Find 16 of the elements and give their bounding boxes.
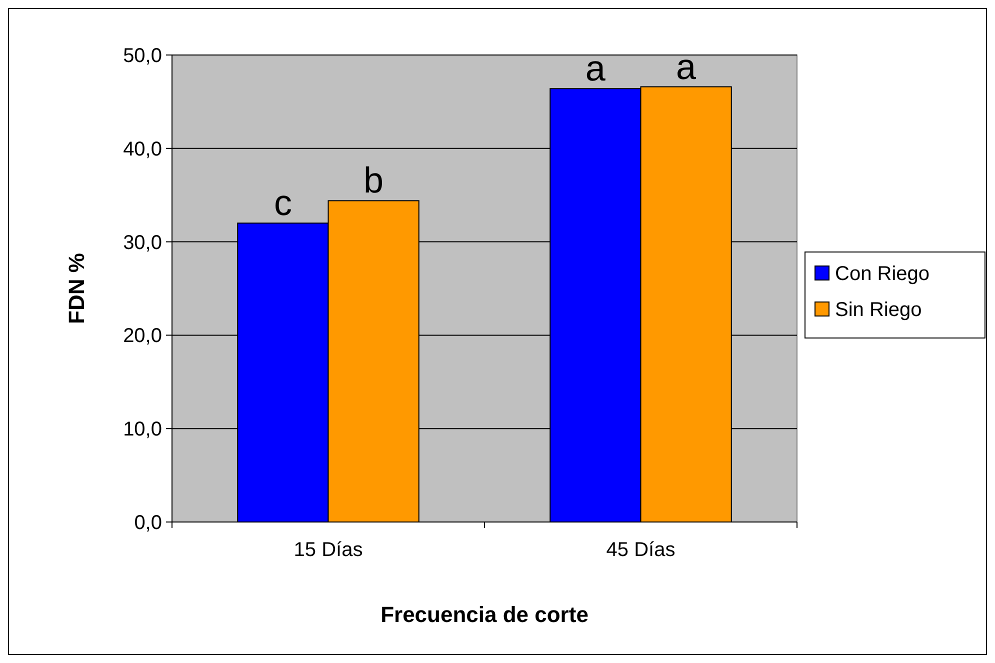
y-tick-label: 20,0: [123, 325, 162, 348]
x-axis-title: Frecuencia de corte: [380, 602, 588, 627]
y-tick-label: 10,0: [123, 418, 162, 441]
y-axis-title: FDN %: [64, 253, 89, 324]
annotation: a: [585, 48, 606, 89]
x-tick-label: 45 Días: [606, 539, 676, 561]
annotation: a: [676, 46, 698, 87]
annotation: b: [364, 160, 384, 201]
y-tick-label: 0,0: [134, 512, 162, 534]
annotation: c: [274, 182, 292, 224]
legend-label: Con Riego: [835, 263, 930, 285]
legend-label: Sin Riego: [835, 299, 922, 321]
y-tick-label: 40,0: [123, 138, 162, 160]
x-tick-label: 15 Días: [294, 539, 363, 561]
y-tick-label: 30,0: [123, 232, 162, 254]
y-tick-label: 50,0: [123, 45, 162, 67]
